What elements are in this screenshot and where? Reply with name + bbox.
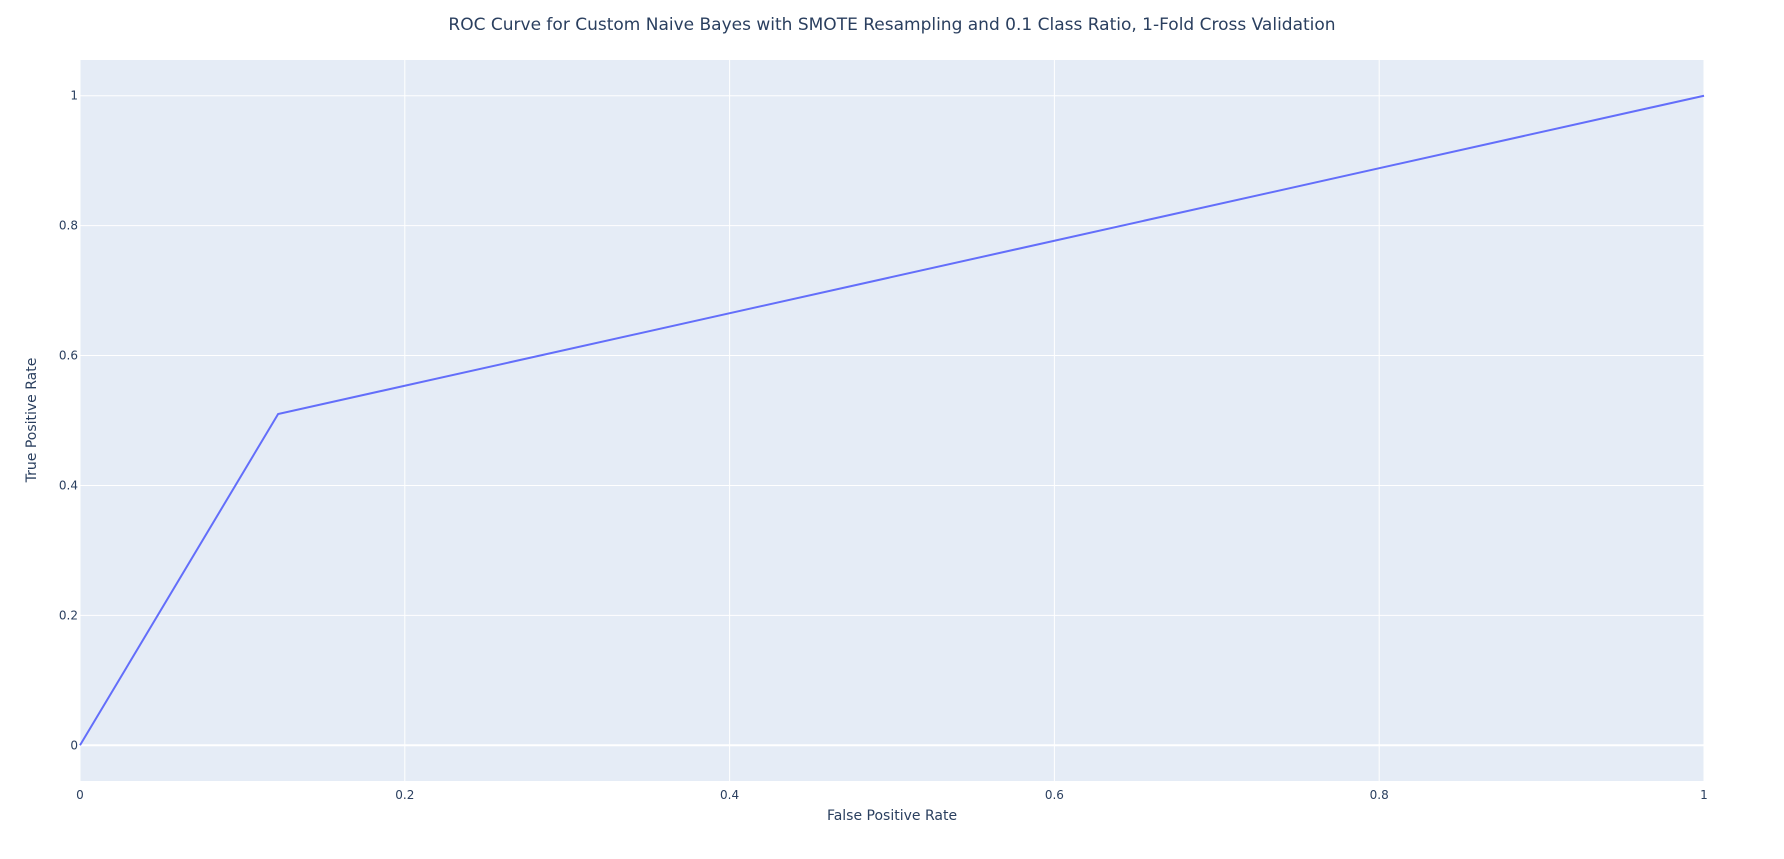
y-tick-label: 0.2 bbox=[59, 608, 78, 622]
x-tick-label: 0.2 bbox=[395, 788, 414, 802]
y-axis-ticks: 0 0.2 0.4 0.6 0.8 1 bbox=[59, 89, 78, 753]
x-tick-label: 0 bbox=[76, 788, 84, 802]
x-axis-ticks: 0 0.2 0.4 0.6 0.8 1 bbox=[76, 788, 1708, 802]
chart-title: ROC Curve for Custom Naive Bayes with SM… bbox=[448, 15, 1335, 35]
y-axis-title: True Positive Rate bbox=[24, 358, 40, 484]
y-tick-label: 0.6 bbox=[59, 349, 78, 363]
x-tick-label: 0.8 bbox=[1370, 788, 1389, 802]
x-tick-label: 1 bbox=[1700, 788, 1708, 802]
x-tick-label: 0.6 bbox=[1045, 788, 1064, 802]
series-layer bbox=[79, 94, 1705, 746]
roc-curve-line bbox=[79, 94, 1705, 746]
plot-area bbox=[80, 60, 1704, 781]
y-tick-label: 0 bbox=[70, 738, 78, 752]
x-axis-title: False Positive Rate bbox=[827, 808, 957, 824]
grid-lines bbox=[79, 60, 1705, 781]
y-tick-label: 0.8 bbox=[59, 219, 78, 233]
x-tick-label: 0.4 bbox=[720, 788, 739, 802]
y-tick-label: 0.4 bbox=[59, 478, 78, 492]
y-tick-label: 1 bbox=[70, 89, 78, 103]
